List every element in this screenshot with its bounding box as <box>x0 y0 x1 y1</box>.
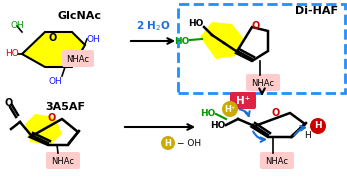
Text: HO: HO <box>5 50 19 59</box>
Polygon shape <box>22 32 85 67</box>
FancyBboxPatch shape <box>178 4 345 93</box>
FancyBboxPatch shape <box>62 50 94 67</box>
Text: NHAc: NHAc <box>265 156 288 166</box>
Text: − OH: − OH <box>177 139 201 147</box>
Circle shape <box>310 118 326 134</box>
Text: NHAc: NHAc <box>252 78 274 88</box>
Text: 3A5AF: 3A5AF <box>45 102 85 112</box>
Text: O: O <box>252 21 260 31</box>
Text: HO: HO <box>188 19 204 29</box>
FancyBboxPatch shape <box>46 152 80 169</box>
Text: 2 H$_2$O: 2 H$_2$O <box>136 19 170 33</box>
Text: OH: OH <box>48 77 62 85</box>
Text: HO: HO <box>174 36 190 46</box>
FancyArrowPatch shape <box>240 109 249 116</box>
Text: HO: HO <box>200 108 216 118</box>
Polygon shape <box>25 114 62 145</box>
Polygon shape <box>200 22 244 59</box>
Text: HO: HO <box>210 121 226 129</box>
Text: OH: OH <box>10 22 24 30</box>
Text: H⁺: H⁺ <box>225 105 236 114</box>
Circle shape <box>222 101 238 117</box>
Text: H: H <box>314 122 322 130</box>
Text: H: H <box>305 130 311 139</box>
Text: H⁺: H⁺ <box>236 96 250 106</box>
Text: O: O <box>272 108 280 118</box>
Text: OH: OH <box>87 35 101 43</box>
FancyArrowPatch shape <box>294 126 305 136</box>
FancyBboxPatch shape <box>230 92 256 109</box>
Text: GlcNAc: GlcNAc <box>58 11 102 21</box>
Text: O: O <box>49 33 57 43</box>
FancyBboxPatch shape <box>246 74 280 91</box>
Text: O: O <box>5 98 13 108</box>
Text: O: O <box>48 113 56 123</box>
FancyBboxPatch shape <box>260 152 294 169</box>
Text: H: H <box>164 139 171 147</box>
FancyArrowPatch shape <box>253 132 265 142</box>
Text: NHAc: NHAc <box>51 156 75 166</box>
Text: NHAc: NHAc <box>67 54 90 64</box>
Text: Di-HAF: Di-HAF <box>295 6 338 16</box>
Circle shape <box>161 136 175 150</box>
